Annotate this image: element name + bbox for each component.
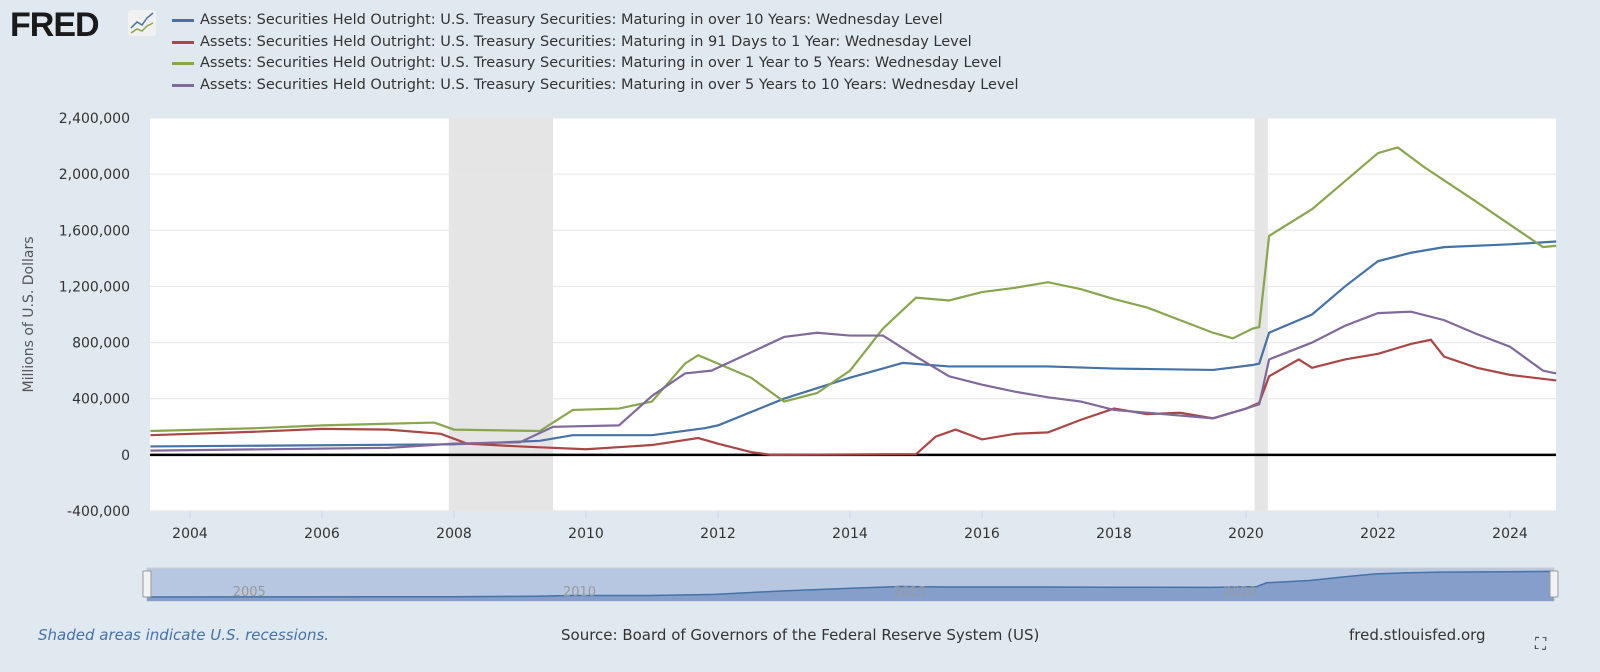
- legend-item[interactable]: Assets: Securities Held Outright: U.S. T…: [172, 75, 1019, 97]
- x-tick-label: 2008: [436, 526, 472, 542]
- navigator-label: 2005: [233, 585, 266, 600]
- y-tick-label: 2,400,000: [59, 111, 130, 127]
- x-tick-label: 2010: [568, 526, 604, 542]
- source-text: Source: Board of Governors of the Federa…: [561, 626, 1040, 644]
- legend-item[interactable]: Assets: Securities Held Outright: U.S. T…: [172, 10, 1019, 32]
- legend-swatch: [172, 62, 194, 66]
- y-tick-label: 0: [121, 448, 130, 464]
- x-tick-label: 2004: [172, 526, 208, 542]
- x-tick-label: 2012: [700, 526, 736, 542]
- y-tick-label: 1,600,000: [59, 223, 130, 239]
- legend-swatch: [172, 19, 194, 23]
- navigator-label: 2010: [563, 585, 596, 600]
- y-axis-title: Millions of U.S. Dollars: [21, 236, 37, 392]
- navigator-line: [146, 570, 1555, 598]
- x-tick-label: 2020: [1228, 526, 1264, 542]
- legend-item[interactable]: Assets: Securities Held Outright: U.S. T…: [172, 32, 1019, 54]
- navigator-area: [147, 571, 1554, 601]
- legend-label: Assets: Securities Held Outright: U.S. T…: [200, 76, 1019, 93]
- navigator-label: 2015: [893, 585, 926, 600]
- legend-swatch: [172, 40, 194, 44]
- y-tick-label: 400,000: [72, 392, 130, 408]
- fullscreen-icon[interactable]: ⛶: [1535, 634, 1547, 653]
- recession-note: Shaded areas indicate U.S. recessions.: [38, 626, 330, 644]
- series-line: [150, 146, 1557, 433]
- legend-label: Assets: Securities Held Outright: U.S. T…: [200, 55, 1002, 71]
- x-tick-label: 2006: [304, 526, 340, 542]
- plot-area: [150, 118, 1556, 511]
- y-tick-label: 800,000: [72, 336, 130, 352]
- navigator-handle[interactable]: [1549, 570, 1559, 598]
- y-tick-label: 1,200,000: [59, 279, 130, 295]
- legend-item[interactable]: Assets: Securities Held Outright: U.S. T…: [172, 53, 1019, 75]
- x-tick-label: 2024: [1492, 526, 1528, 542]
- navigator-handle[interactable]: [142, 570, 152, 598]
- site-link[interactable]: fred.stlouisfed.org: [1349, 626, 1486, 644]
- x-tick-label: 2022: [1360, 526, 1396, 542]
- x-tick-label: 2018: [1096, 526, 1132, 542]
- chart-logo-icon: [128, 10, 156, 36]
- x-tick-label: 2016: [964, 526, 1000, 542]
- legend-label: Assets: Securities Held Outright: U.S. T…: [200, 33, 972, 50]
- legend-swatch: [172, 83, 194, 87]
- series-line: [150, 310, 1557, 452]
- series-line: [150, 240, 1557, 448]
- recession-band: [448, 118, 553, 511]
- y-tick-label: 2,000,000: [59, 167, 130, 183]
- x-tick-label: 2014: [832, 526, 868, 542]
- fred-logo[interactable]: FRED: [10, 6, 100, 44]
- series-line: [150, 338, 1557, 456]
- navigator-label: 2020: [1224, 585, 1257, 600]
- legend: Assets: Securities Held Outright: U.S. T…: [172, 10, 1019, 96]
- y-tick-label: -400,000: [67, 504, 130, 520]
- legend-label: Assets: Securities Held Outright: U.S. T…: [200, 12, 943, 28]
